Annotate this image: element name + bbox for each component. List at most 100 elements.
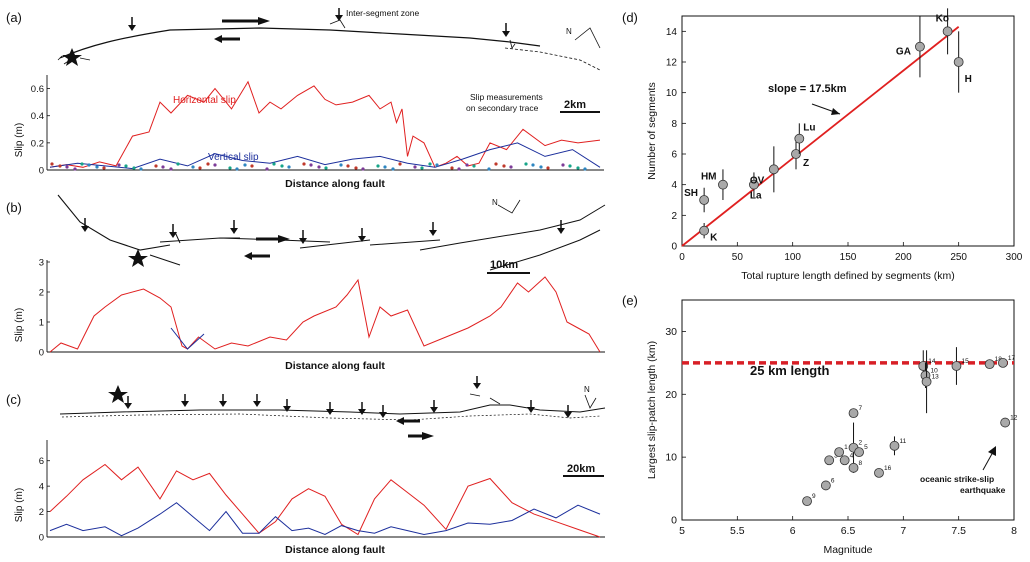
y-tick-label: 20 [665, 389, 677, 401]
fit-slope-label: slope = 17.5km [768, 83, 847, 95]
data-point [699, 225, 710, 236]
x-tick-label: 7.5 [951, 525, 966, 537]
x-tick-label: 200 [895, 252, 912, 263]
secondary-label-2: on secondary trace [466, 103, 539, 113]
x-tick-label: 7 [900, 525, 906, 537]
slip-series-line [49, 80, 601, 168]
point-label: SH [684, 188, 698, 199]
y-tick-label: 6 [671, 150, 677, 161]
scale-label-c: 20km [567, 463, 595, 475]
x-tick-label: 100 [784, 252, 801, 263]
data-point [749, 179, 759, 190]
x-tick-label: 0 [679, 252, 685, 263]
data-point [848, 408, 859, 419]
y-tick-label: 0 [39, 533, 44, 544]
slip-measurement-point [383, 165, 387, 169]
slip-measurement-point [583, 167, 587, 171]
panel-e-ylabel: Largest slip-patch length (km) [646, 341, 658, 479]
y-tick-label: 0.4 [31, 111, 44, 122]
slip-measurement-point [124, 164, 128, 168]
y-tick-label: 0 [671, 515, 677, 527]
point-label: 8 [859, 460, 863, 467]
epicenter-star-icon [128, 249, 148, 267]
svg-text:N: N [492, 198, 498, 207]
vertical-slip-label: Vertical slip [208, 152, 259, 163]
slip-measurement-point [413, 165, 417, 169]
panel-d-scatter: Total rupture length defined by segments… [646, 8, 1023, 282]
y-tick-label: 0.2 [31, 138, 44, 149]
y-tick-label: 8 [671, 119, 677, 130]
slip-sense-arrow-icon [278, 235, 290, 243]
point-label: 16 [884, 465, 892, 472]
slip-measurement-point [346, 164, 350, 168]
slip-series-line [170, 327, 205, 350]
slip-measurement-point [524, 162, 528, 166]
point-label: 14 [928, 358, 936, 365]
slip-measurement-point [465, 163, 469, 167]
north-arrow-icon: N [492, 198, 521, 214]
slip-sense-arrow-icon [396, 417, 404, 425]
data-point [820, 480, 831, 491]
slip-measurement-point [139, 167, 143, 171]
scale-label-a: 2km [564, 99, 586, 111]
y-tick-label: 0.6 [31, 84, 44, 95]
slip-measurement-point [287, 165, 291, 169]
data-point [834, 447, 845, 458]
slip-measurement-point [95, 165, 99, 169]
panel-c-slip-plot: Slip (m) Distance along fault 20km 0 2 4 6 [14, 440, 605, 556]
y-tick-label: 10 [666, 88, 678, 99]
slip-measurement-point [568, 164, 572, 168]
slip-measurement-point [213, 163, 217, 167]
data-point [824, 455, 835, 466]
slip-measurement-point [243, 163, 247, 167]
slip-measurement-point [235, 167, 239, 171]
slip-measurement-point [117, 163, 121, 167]
panel-b-xlabel: Distance along fault [285, 360, 385, 372]
y-tick-label: 4 [671, 180, 677, 191]
data-point [951, 361, 962, 371]
data-point [699, 195, 710, 205]
data-point [854, 447, 864, 458]
slip-measurement-point [376, 164, 380, 168]
data-point [921, 376, 932, 387]
data-point [984, 359, 995, 370]
point-label: 6 [831, 477, 835, 484]
slip-sense-arrow-icon [258, 17, 270, 25]
point-label: 10 [930, 367, 938, 374]
slip-measurement-point [317, 165, 321, 169]
slip-measurement-point [161, 165, 165, 169]
point-label: 9 [812, 493, 816, 500]
point-label: 11 [899, 438, 906, 445]
epicenter-star-icon [108, 385, 128, 403]
panel-e-scatter: Magnitude Largest slip-patch length (km)… [646, 299, 1018, 556]
data-point [889, 440, 900, 451]
slip-measurement-point [87, 163, 91, 167]
panel-d-ylabel: Number of segments [646, 82, 658, 179]
y-tick-label: 2 [671, 211, 677, 222]
y-tick-label: 10 [665, 452, 677, 464]
slip-sense-arrow-icon [244, 252, 252, 260]
slip-series-line [49, 276, 601, 353]
segment-arrow-icon [128, 25, 136, 31]
inter-segment-label: Inter-segment zone [346, 8, 420, 18]
x-tick-label: 5 [679, 525, 685, 537]
panel-a-map: Inter-segment zone N [57, 8, 601, 71]
epicenter-star-icon [62, 48, 82, 66]
y-tick-label: 12 [666, 58, 678, 69]
point-label: 5 [864, 444, 868, 451]
slip-measurement-point [176, 162, 180, 166]
slip-measurement-point [539, 165, 543, 169]
panel-a-ylabel: Slip (m) [14, 123, 25, 157]
slip-measurement-point [561, 163, 565, 167]
segment-arrows [81, 218, 565, 244]
x-tick-label: 6 [790, 525, 796, 537]
slip-measurement-point [302, 162, 306, 166]
data-point [915, 41, 925, 52]
slip-measurement-point [102, 166, 106, 170]
y-tick-label: 1 [39, 318, 44, 329]
point-label: 2 [859, 440, 863, 447]
point-label: 13 [932, 374, 940, 381]
slip-measurement-point [509, 165, 513, 169]
slip-measurement-point [58, 164, 62, 168]
